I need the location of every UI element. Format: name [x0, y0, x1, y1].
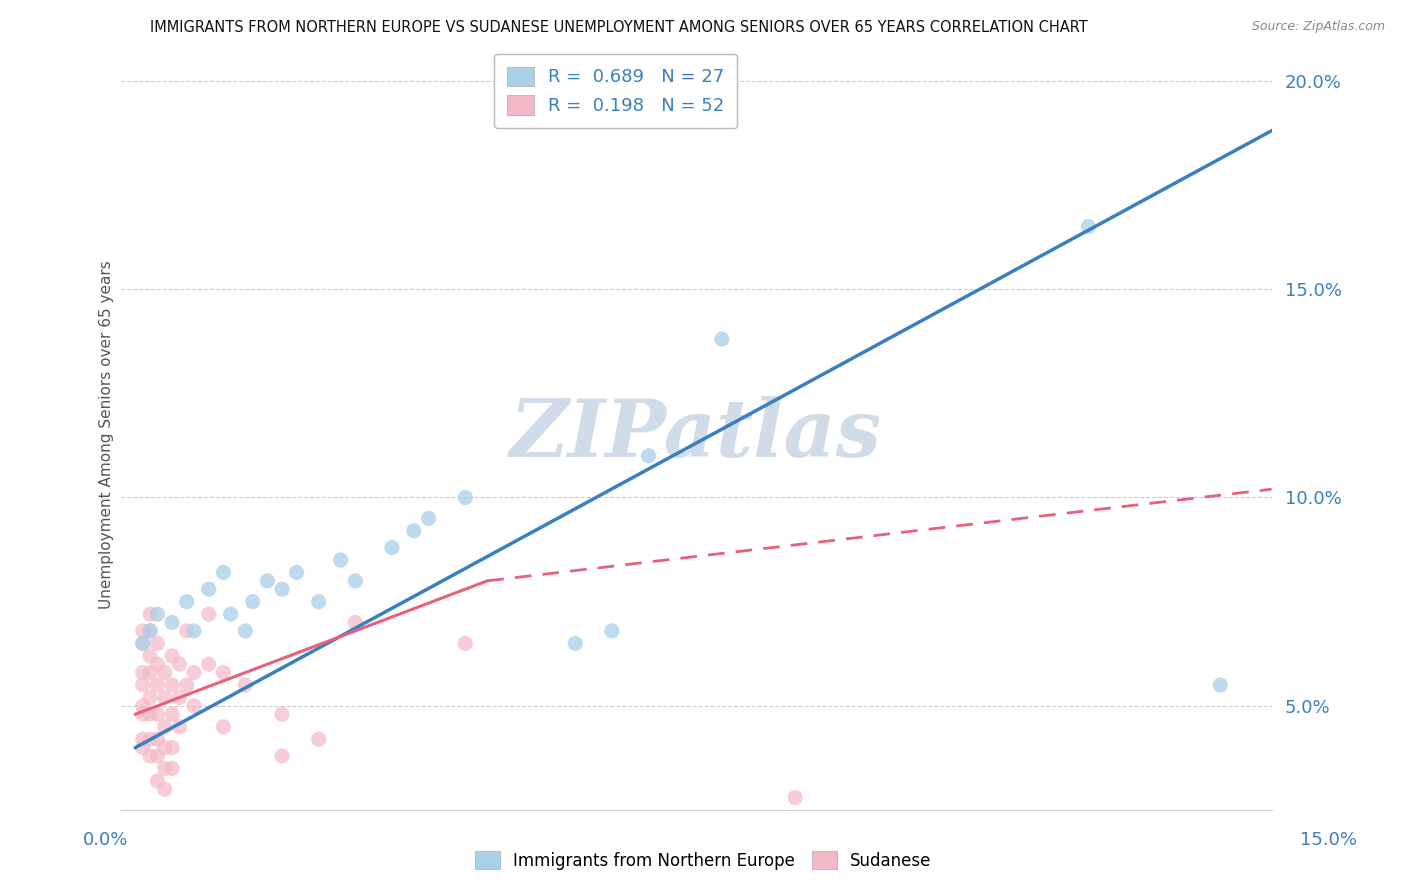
Point — [271, 582, 294, 597]
Point — [256, 574, 278, 588]
Point — [139, 624, 162, 638]
Point — [785, 790, 807, 805]
Point — [153, 665, 176, 680]
Point — [454, 491, 477, 505]
Point — [160, 707, 183, 722]
Point — [139, 707, 162, 722]
Point — [1077, 219, 1099, 234]
Point — [139, 624, 162, 638]
Point — [197, 657, 219, 672]
Point — [146, 773, 169, 788]
Text: 15.0%: 15.0% — [1301, 831, 1357, 849]
Text: ZIPatlas: ZIPatlas — [510, 396, 882, 474]
Text: IMMIGRANTS FROM NORTHERN EUROPE VS SUDANESE UNEMPLOYMENT AMONG SENIORS OVER 65 Y: IMMIGRANTS FROM NORTHERN EUROPE VS SUDAN… — [150, 20, 1087, 35]
Text: Source: ZipAtlas.com: Source: ZipAtlas.com — [1251, 20, 1385, 33]
Point — [160, 648, 183, 663]
Point — [132, 665, 155, 680]
Point — [183, 698, 205, 713]
Point — [169, 720, 191, 734]
Point — [418, 511, 440, 525]
Point — [637, 449, 659, 463]
Point — [146, 732, 169, 747]
Point — [308, 732, 330, 747]
Point — [146, 607, 169, 622]
Point — [160, 615, 183, 630]
Point — [160, 678, 183, 692]
Point — [344, 615, 367, 630]
Point — [132, 698, 155, 713]
Point — [212, 665, 235, 680]
Point — [197, 582, 219, 597]
Point — [329, 553, 352, 567]
Point — [454, 636, 477, 650]
Point — [285, 566, 308, 580]
Point — [169, 657, 191, 672]
Point — [132, 732, 155, 747]
Point — [235, 678, 257, 692]
Legend: Immigrants from Northern Europe, Sudanese: Immigrants from Northern Europe, Sudanes… — [468, 845, 938, 877]
Point — [153, 740, 176, 755]
Point — [146, 748, 169, 763]
Point — [146, 657, 169, 672]
Point — [132, 678, 155, 692]
Point — [169, 690, 191, 705]
Point — [153, 761, 176, 775]
Point — [271, 748, 294, 763]
Point — [344, 574, 367, 588]
Point — [139, 665, 162, 680]
Point — [160, 740, 183, 755]
Point — [153, 720, 176, 734]
Point — [132, 624, 155, 638]
Point — [176, 624, 198, 638]
Point — [132, 740, 155, 755]
Point — [146, 636, 169, 650]
Point — [183, 665, 205, 680]
Point — [139, 648, 162, 663]
Point — [402, 524, 425, 538]
Point — [197, 607, 219, 622]
Point — [212, 566, 235, 580]
Point — [271, 707, 294, 722]
Point — [146, 678, 169, 692]
Point — [183, 624, 205, 638]
Point — [235, 624, 257, 638]
Point — [600, 624, 623, 638]
Point — [176, 678, 198, 692]
Point — [1209, 678, 1232, 692]
Y-axis label: Unemployment Among Seniors over 65 years: Unemployment Among Seniors over 65 years — [100, 260, 114, 609]
Point — [132, 707, 155, 722]
Point — [219, 607, 242, 622]
Point — [564, 636, 586, 650]
Point — [139, 607, 162, 622]
Point — [710, 332, 733, 346]
Point — [132, 636, 155, 650]
Point — [153, 782, 176, 797]
Legend: R =  0.689   N = 27, R =  0.198   N = 52: R = 0.689 N = 27, R = 0.198 N = 52 — [494, 54, 737, 128]
Point — [176, 595, 198, 609]
Point — [381, 541, 404, 555]
Point — [139, 732, 162, 747]
Point — [242, 595, 264, 609]
Point — [212, 720, 235, 734]
Point — [153, 690, 176, 705]
Point — [139, 690, 162, 705]
Point — [308, 595, 330, 609]
Point — [132, 636, 155, 650]
Text: 0.0%: 0.0% — [83, 831, 128, 849]
Point — [139, 748, 162, 763]
Point — [146, 707, 169, 722]
Point — [160, 761, 183, 775]
